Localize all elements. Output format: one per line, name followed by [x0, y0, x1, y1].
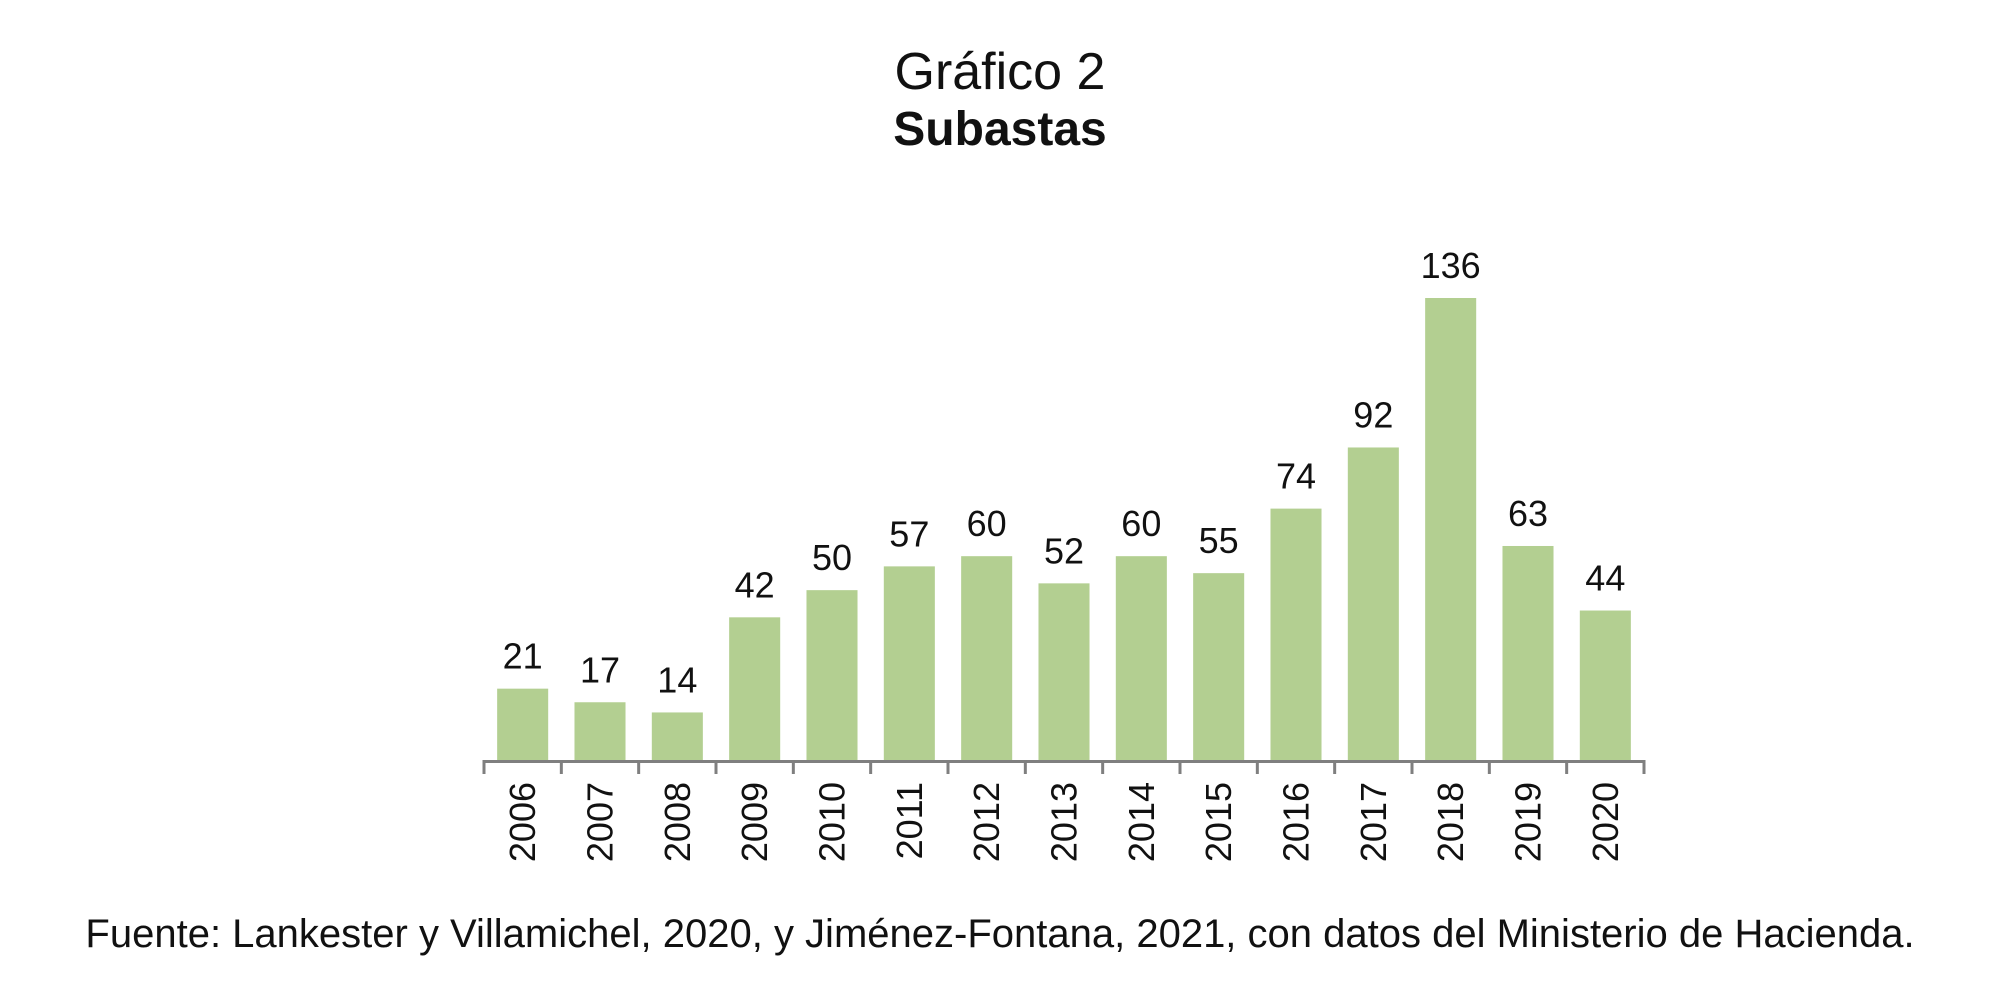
- x-tick-label-2008: 2008: [657, 782, 698, 862]
- data-label-2020: 44: [1585, 558, 1625, 599]
- bar-2006: [497, 688, 549, 760]
- data-label-2007: 17: [580, 649, 620, 690]
- bar-2007: [574, 702, 626, 760]
- x-axis: [482, 760, 1646, 774]
- x-tick-label-2010: 2010: [812, 782, 853, 862]
- data-labels-layer: 21 17 14 42 50 57 60 52 60 55 74 92 136 63 44: [503, 245, 1626, 700]
- data-label-2019: 63: [1508, 493, 1548, 534]
- source-note: Fuente: Lankester y Villamichel, 2020, y…: [85, 912, 1915, 956]
- data-label-2015: 55: [1199, 520, 1239, 561]
- bar-2009: [729, 617, 781, 760]
- bars-layer: [497, 298, 1631, 760]
- bar-2013: [1038, 583, 1090, 760]
- bar-2014: [1115, 556, 1167, 760]
- bar-2016: [1270, 508, 1322, 760]
- x-tick-label-2013: 2013: [1044, 782, 1085, 862]
- x-tick-label-2020: 2020: [1585, 782, 1626, 862]
- data-label-2006: 21: [503, 636, 543, 677]
- bar-2011: [883, 566, 935, 760]
- x-tick-label-2019: 2019: [1508, 782, 1549, 862]
- data-label-2017: 92: [1353, 394, 1393, 435]
- chart-title: Gráfico 2: [894, 43, 1106, 101]
- data-label-2014: 60: [1121, 503, 1161, 544]
- bar-2018: [1425, 298, 1477, 760]
- data-label-2012: 60: [967, 503, 1007, 544]
- bar-2020: [1579, 610, 1631, 760]
- bar-2015: [1193, 573, 1245, 760]
- x-tick-label-2009: 2009: [734, 782, 775, 862]
- data-label-2013: 52: [1044, 530, 1084, 571]
- x-tick-label-2018: 2018: [1430, 782, 1471, 862]
- bar-2019: [1502, 545, 1554, 760]
- x-tick-label-2014: 2014: [1121, 782, 1162, 862]
- data-label-2010: 50: [812, 537, 852, 578]
- x-tick-label-2011: 2011: [889, 782, 930, 859]
- x-tick-label-2017: 2017: [1353, 782, 1394, 862]
- x-tick-label-2006: 2006: [502, 782, 543, 862]
- x-tick-label-2007: 2007: [580, 782, 621, 862]
- bar-2012: [961, 556, 1013, 760]
- x-tick-label-2012: 2012: [966, 782, 1007, 862]
- data-label-2016: 74: [1276, 456, 1316, 497]
- bar-2010: [806, 590, 858, 760]
- bar-2017: [1347, 447, 1399, 760]
- data-label-2009: 42: [735, 564, 775, 605]
- x-tick-labels-layer: 2006 2007 2008 2009 2010 2011 2012 2013 2014 2015…: [502, 782, 1626, 862]
- bar-2008: [651, 712, 703, 760]
- x-tick-label-2016: 2016: [1276, 782, 1317, 862]
- chart-subtitle: Subastas: [893, 103, 1107, 156]
- data-label-2008: 14: [657, 659, 697, 700]
- data-label-2018: 136: [1421, 245, 1481, 286]
- x-tick-label-2015: 2015: [1198, 782, 1239, 862]
- data-label-2011: 57: [889, 513, 929, 554]
